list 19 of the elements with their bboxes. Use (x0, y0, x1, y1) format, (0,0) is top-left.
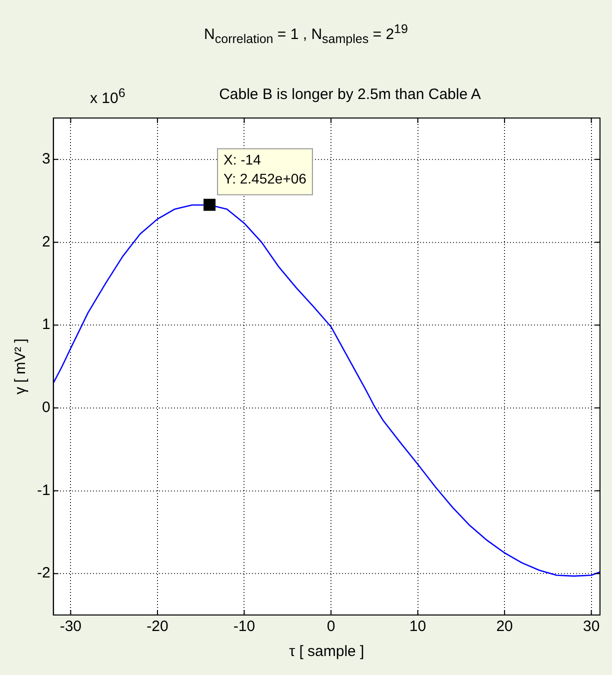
annotation: X: -14 Y: 2.452e+06 (224, 152, 307, 187)
x-tick-label: -10 (233, 618, 256, 636)
y-tick-label: -1 (36, 482, 50, 499)
x-axis-title: τ [ sample ] (289, 643, 364, 660)
y-tick-label: 1 (42, 316, 50, 334)
y-axis-title: γ [ mV² ] (12, 338, 30, 394)
x-tick-label: -20 (146, 618, 168, 636)
chart-subtitle: Cable B is longer by 2.5m than Cable A (219, 86, 481, 103)
y-tick-label: 0 (42, 399, 50, 416)
x-tick-label: 20 (496, 618, 513, 636)
y-tick-label: 2 (42, 233, 50, 250)
x-tick-label: 0 (326, 618, 336, 636)
chart-title: N$_{correlation}$ = 1 , N$_{samples}$ = 2$^{19}$ (203, 22, 409, 46)
y-tick-label: -2 (36, 564, 50, 582)
x-tick-label: 10 (409, 618, 426, 636)
y-tick-label: 3 (42, 150, 50, 168)
text: x 10$^{6}$ (90, 86, 126, 107)
x-tick-label: -30 (60, 618, 82, 636)
x-tick-label: 30 (582, 618, 600, 636)
